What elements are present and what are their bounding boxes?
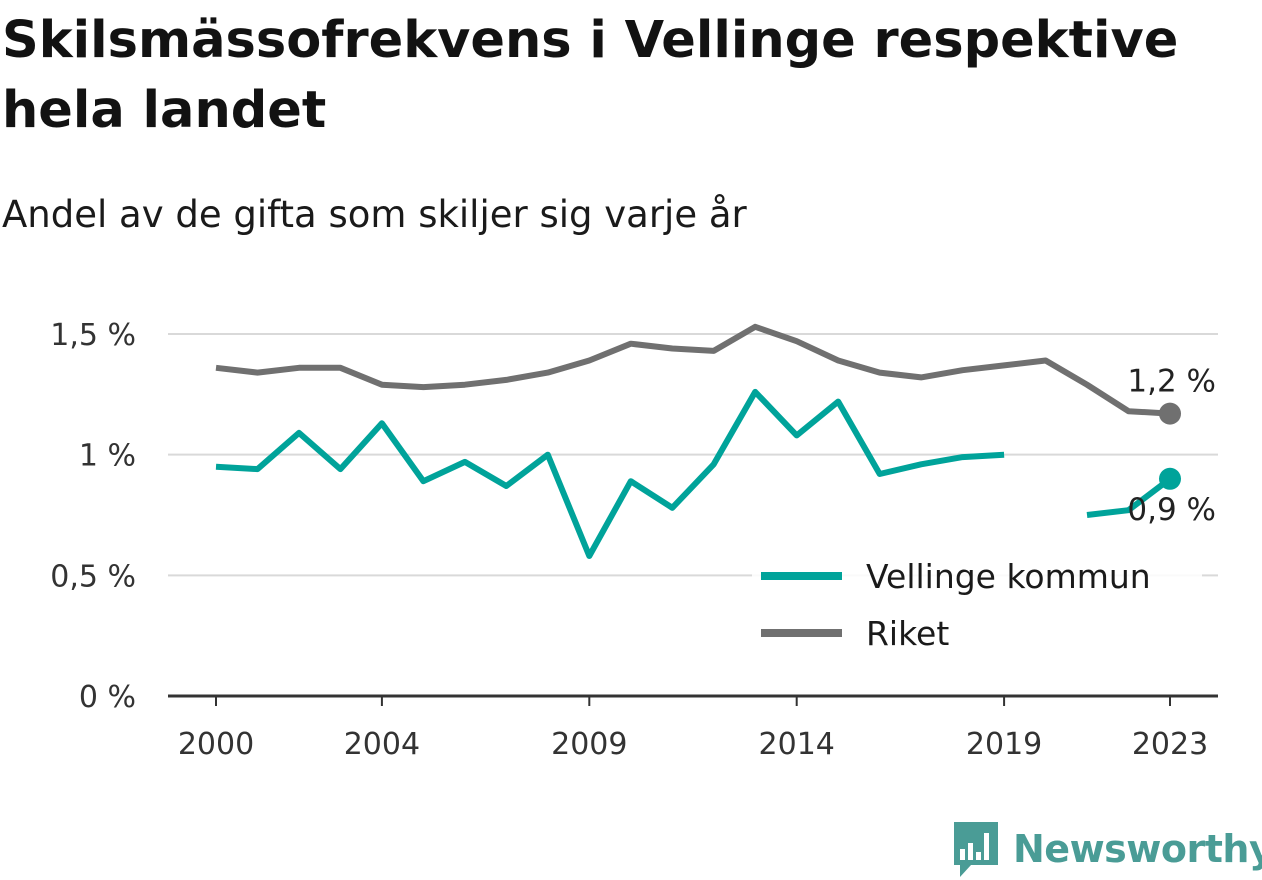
end-value-label: 0,9 % xyxy=(1127,492,1216,528)
series-lines: 1,2 % 0,9 % xyxy=(215,323,1216,559)
end-point-marker xyxy=(1159,402,1181,425)
x-tick-label: 2009 xyxy=(551,727,627,762)
y-tick-label: 1,5 % xyxy=(50,318,136,353)
series-line-riket xyxy=(215,323,1171,417)
x-tick-label: 2023 xyxy=(1132,727,1208,762)
x-axis: 2000 2004 2009 2014 2019 2023 xyxy=(168,694,1218,762)
y-tick-label: 0 % xyxy=(79,680,136,715)
series-line-vellinge xyxy=(215,388,1005,559)
bar-chart-speech-bubble-icon xyxy=(954,822,998,877)
brand-name: Newsworthy xyxy=(1013,827,1262,871)
end-value-label: 1,2 % xyxy=(1127,364,1216,400)
legend-label: Riket xyxy=(866,614,949,653)
x-tick-label: 2019 xyxy=(966,727,1042,762)
end-point-marker xyxy=(1159,467,1181,490)
y-axis: 0 % 0,5 % 1 % 1,5 % xyxy=(50,318,136,715)
x-tick-label: 2000 xyxy=(178,727,254,762)
y-tick-label: 1 % xyxy=(79,439,136,474)
series-line-vellinge xyxy=(1086,476,1172,518)
legend-label: Vellinge kommun xyxy=(866,557,1151,596)
chart-title: Skilsmässofrekvens i Vellinge respektive… xyxy=(2,11,1179,140)
x-tick-label: 2014 xyxy=(759,727,835,762)
chart-subtitle: Andel av de gifta som skiljer sig varje … xyxy=(2,193,747,236)
legend: Vellinge kommun Riket xyxy=(752,552,1202,657)
x-tick-label: 2004 xyxy=(344,727,420,762)
y-tick-label: 0,5 % xyxy=(50,559,136,594)
newsworthy-logo: Newsworthy xyxy=(951,818,1262,880)
